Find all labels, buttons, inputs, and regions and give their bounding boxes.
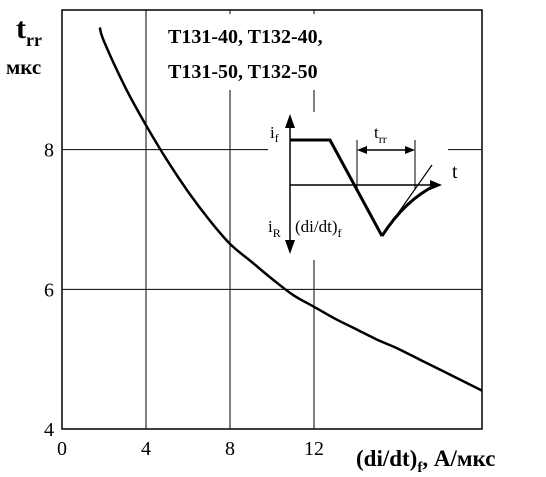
y-tick-label: 6: [44, 279, 54, 301]
y-axis-unit: мкс: [6, 55, 41, 79]
legend-backdrop: [160, 14, 386, 90]
plot-frame: [61, 9, 483, 430]
inset-up-arrow-icon: [285, 114, 295, 128]
inset-down-arrow-icon: [285, 240, 295, 254]
x-axis-label: (di/dt)f, А/мкс: [356, 446, 495, 476]
legend-line-2: T131-50, T132-50: [168, 61, 318, 83]
inset-label-if: if: [270, 123, 279, 145]
y-tick-label: 4: [44, 419, 54, 441]
inset-label-didt: (di/dt)f: [295, 217, 342, 240]
x-tick-label: 12: [304, 438, 324, 460]
x-tick-label: 4: [141, 438, 151, 460]
inset-label-ir: iR: [268, 217, 281, 240]
legend-line-1: T131-40, T132-40,: [168, 26, 323, 48]
inset-waveform: [268, 112, 448, 260]
y-tick-label: 8: [44, 140, 54, 162]
inset-label-t: t: [452, 161, 458, 183]
inset-label-trr: trr: [374, 123, 387, 146]
x-tick-label: 8: [225, 438, 235, 460]
trr-right-arrow-icon: [405, 146, 415, 154]
y-axis-label: trr: [16, 12, 42, 50]
x-tick-label: 0: [57, 438, 67, 460]
trr-left-arrow-icon: [357, 146, 367, 154]
series-line: [98, 27, 483, 392]
